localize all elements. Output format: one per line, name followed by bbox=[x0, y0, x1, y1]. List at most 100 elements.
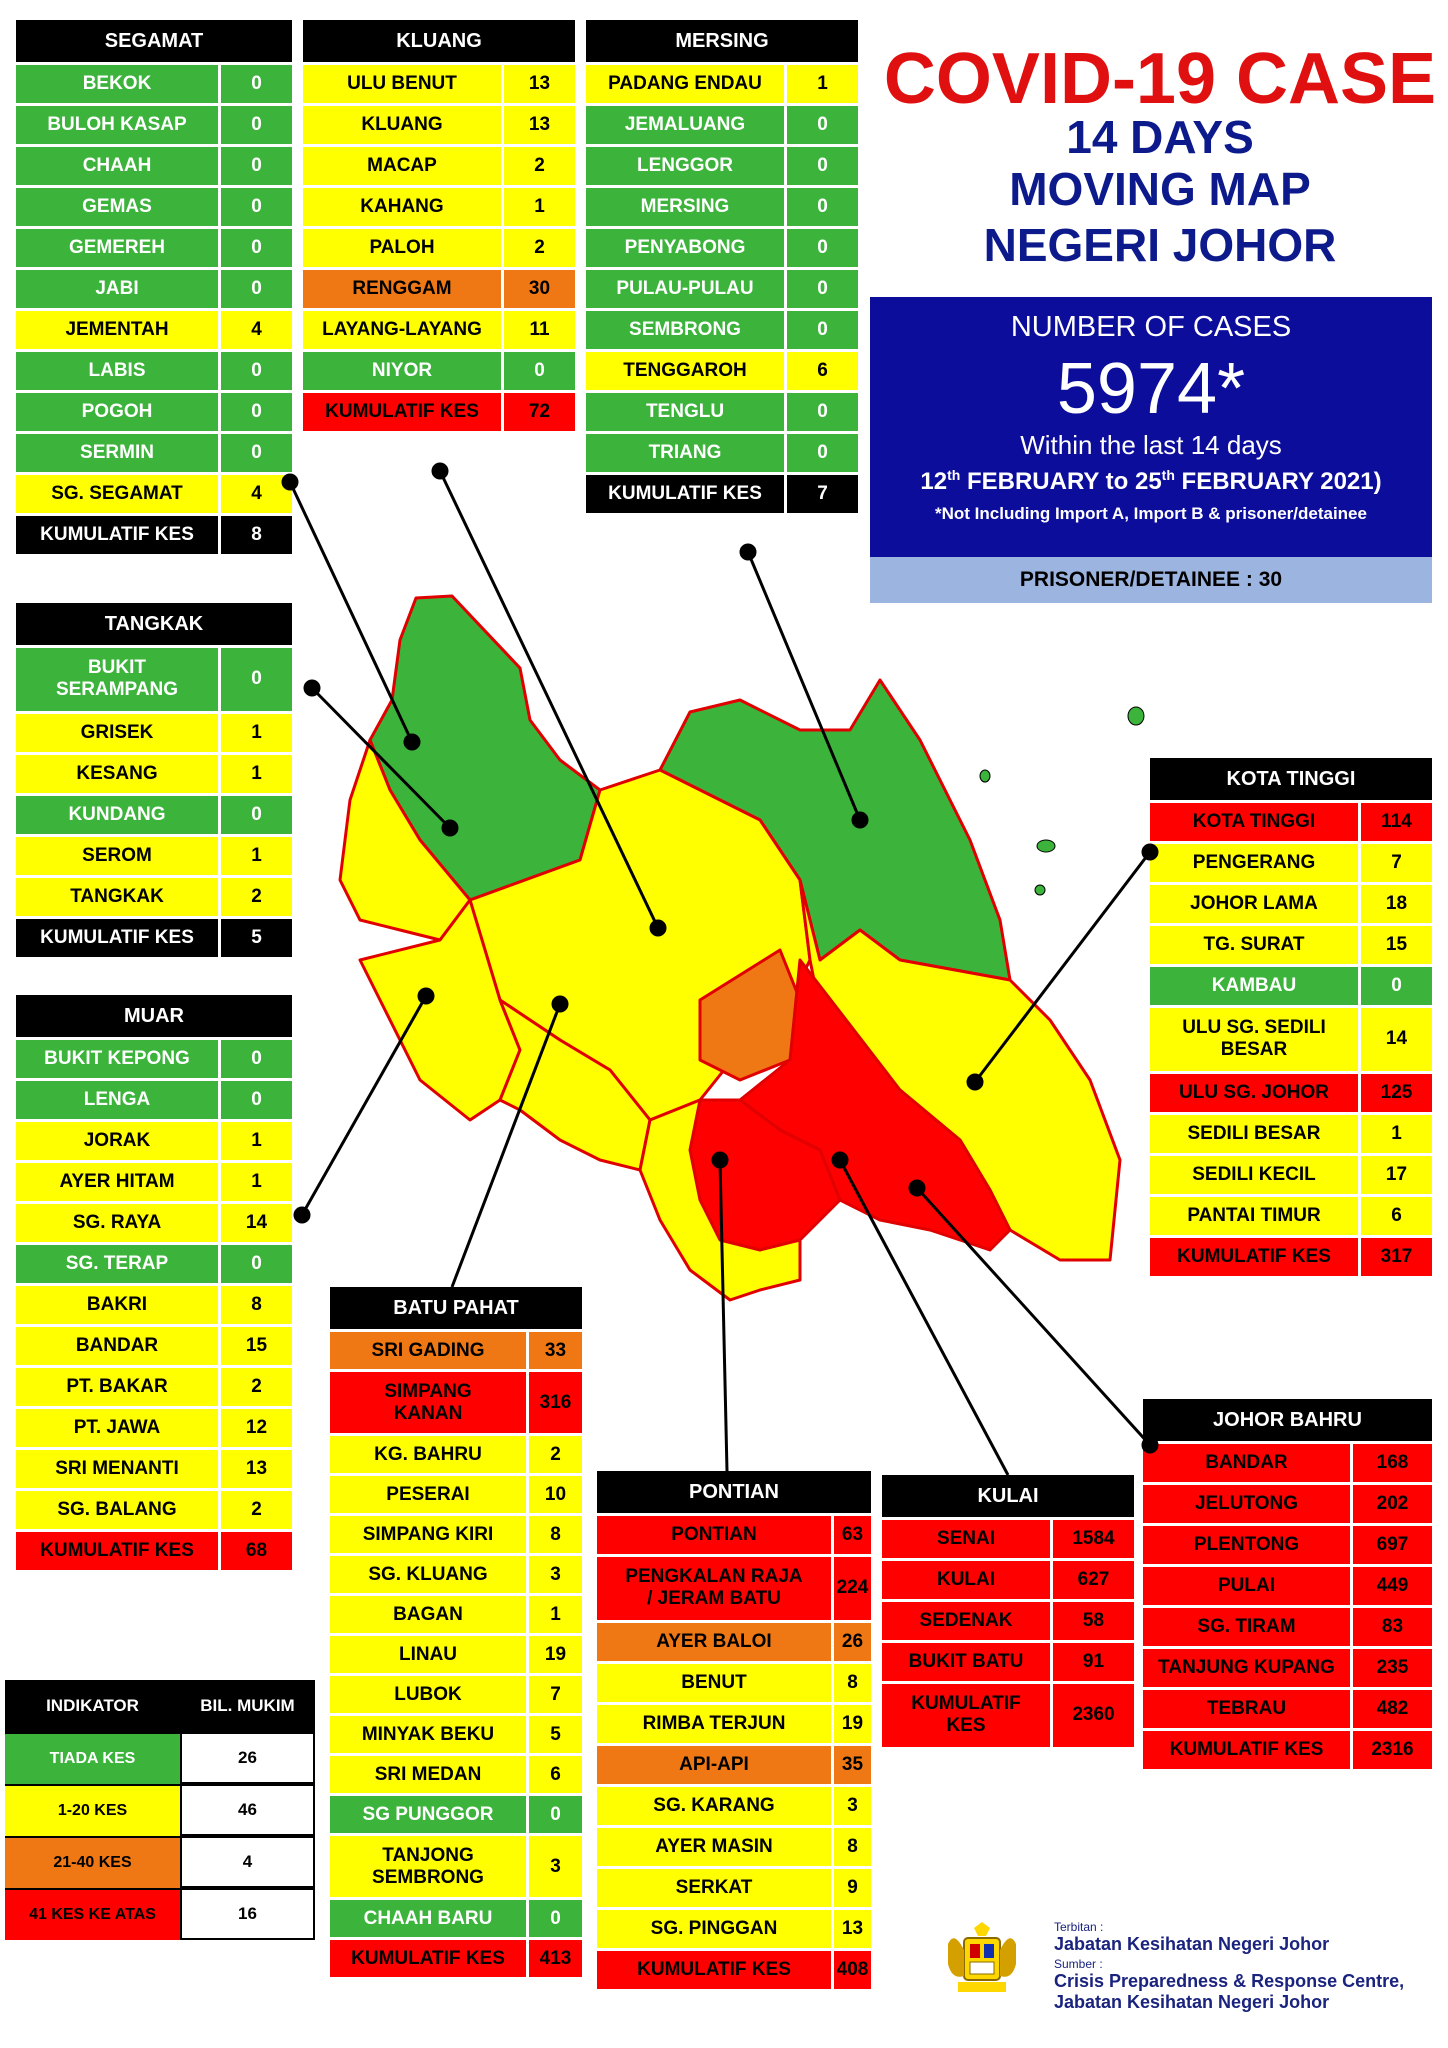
mukim-row: JELUTONG 202 bbox=[1143, 1482, 1432, 1523]
mukim-cases: 33 bbox=[526, 1332, 582, 1369]
mukim-cases: 0 bbox=[218, 434, 292, 472]
mukim-row: SG. RAYA 14 bbox=[16, 1201, 292, 1242]
mukim-row: BEKOK 0 bbox=[16, 62, 292, 103]
mukim-name: PENYABONG bbox=[624, 237, 746, 259]
subtitle-days: 14 DAYS bbox=[1066, 111, 1254, 163]
credits-source-line2: Jabatan Kesihatan Negeri Johor bbox=[1054, 1992, 1330, 2012]
map-batu-pahat bbox=[498, 998, 652, 1172]
ministry-crest bbox=[940, 1920, 1024, 2000]
mukim-row: KUMULATIF KES 413 bbox=[330, 1937, 582, 1977]
mukim-name: KULAI bbox=[936, 1569, 996, 1591]
mukim-row: KUMULATIF KES 5 bbox=[16, 915, 292, 957]
mukim-cases: 68 bbox=[218, 1532, 292, 1570]
legend-header: INDIKATOR BIL. MUKIM bbox=[5, 1680, 315, 1732]
mukim-row: SEDILI KECIL 17 bbox=[1150, 1152, 1432, 1194]
mukim-cases: 8 bbox=[526, 1516, 582, 1553]
mukim-row: BANDAR 168 bbox=[1143, 1441, 1432, 1482]
mukim-cases: 7 bbox=[526, 1676, 582, 1713]
mukim-cases: 125 bbox=[1358, 1073, 1432, 1112]
mukim-name: LUBOK bbox=[394, 1683, 462, 1705]
mukim-cases: 316 bbox=[526, 1372, 582, 1433]
mukim-name: PANTAI TIMUR bbox=[1187, 1204, 1321, 1226]
mukim-name: SEROM bbox=[82, 844, 152, 866]
mukim-name: KUMULATIF KES bbox=[1169, 1739, 1324, 1761]
mukim-row: LAYANG-LAYANG 11 bbox=[303, 308, 575, 349]
mukim-row: LABIS 0 bbox=[16, 349, 292, 390]
mukim-name: PENGERANG bbox=[1192, 852, 1316, 874]
legend-row: 41 KES KE ATAS 16 bbox=[5, 1888, 315, 1940]
mukim-cases: 91 bbox=[1050, 1643, 1134, 1681]
mukim-row: JABI 0 bbox=[16, 267, 292, 308]
mukim-row: SERKAT 9 bbox=[597, 1865, 871, 1907]
mukim-name: KOTA TINGGI bbox=[1192, 811, 1316, 833]
cases-note: *Not Including Import A, Import B & pris… bbox=[935, 504, 1367, 523]
mukim-row: NIYOR 0 bbox=[303, 349, 575, 390]
mukim-name: SERKAT bbox=[675, 1876, 753, 1898]
mukim-cases: 1 bbox=[501, 188, 575, 226]
mukim-row: BULOH KASAP 0 bbox=[16, 103, 292, 144]
kluang-panel: KLUANG ULU BENUT 13 KLUANG 13 MACAP 2 KAHANG 1 PA… bbox=[303, 20, 575, 431]
mukim-name: BAGAN bbox=[393, 1603, 463, 1625]
mukim-row: ULU SG. JOHOR 125 bbox=[1150, 1070, 1432, 1112]
mukim-row: KUMULATIF KES 2360 bbox=[882, 1681, 1134, 1747]
mukim-name: PALOH bbox=[369, 237, 435, 259]
mukim-cases: 2 bbox=[218, 1368, 292, 1406]
mukim-row: TEBRAU 482 bbox=[1143, 1687, 1432, 1728]
mukim-cases: 11 bbox=[501, 311, 575, 349]
mukim-row: KUMULATIF KES 8 bbox=[16, 513, 292, 554]
mukim-cases: 0 bbox=[784, 106, 858, 144]
mukim-cases: 235 bbox=[1350, 1649, 1432, 1687]
mukim-row: PULAI 449 bbox=[1143, 1564, 1432, 1605]
mukim-row: BUKIT KEPONG 0 bbox=[16, 1037, 292, 1078]
cases-label: NUMBER OF CASES bbox=[1010, 311, 1292, 343]
mukim-name: SERMIN bbox=[80, 442, 154, 464]
mukim-cases: 0 bbox=[218, 352, 292, 390]
mukim-cases: 1 bbox=[1358, 1114, 1432, 1153]
mukim-cases: 1 bbox=[218, 713, 292, 752]
legend-row: 1-20 KES 46 bbox=[5, 1784, 315, 1836]
mukim-row: LENGA 0 bbox=[16, 1078, 292, 1119]
mukim-row: SEMBRONG 0 bbox=[586, 308, 858, 349]
mukim-row: PULAU-PULAU 0 bbox=[586, 267, 858, 308]
mukim-cases: 14 bbox=[218, 1204, 292, 1242]
mukim-name: PESERAI bbox=[386, 1483, 470, 1505]
mukim-cases: 697 bbox=[1350, 1526, 1432, 1564]
subtitle-map: MOVING MAP bbox=[1009, 163, 1311, 215]
mersing-header: MERSING bbox=[586, 20, 858, 62]
mukim-row: SG. KARANG 3 bbox=[597, 1783, 871, 1825]
mukim-row: POGOH 0 bbox=[16, 390, 292, 431]
mukim-cases: 0 bbox=[784, 270, 858, 308]
mukim-name: SIMPANG KANAN bbox=[384, 1380, 472, 1424]
mukim-row: PADANG ENDAU 1 bbox=[586, 62, 858, 103]
mukim-cases: 0 bbox=[784, 229, 858, 267]
legend-header-count: BIL. MUKIM bbox=[200, 1696, 295, 1715]
mukim-row: TENGGAROH 6 bbox=[586, 349, 858, 390]
mukim-cases: 0 bbox=[218, 1081, 292, 1119]
map-tangkak bbox=[338, 738, 472, 942]
mukim-name: AYER BALOI bbox=[656, 1630, 772, 1652]
legend-indicator: 1-20 KES bbox=[5, 1786, 180, 1836]
pontian-panel: PONTIAN PONTIAN 63 PENGKALAN RAJA / JERAM B… bbox=[597, 1471, 871, 1989]
mukim-name: PULAI bbox=[1218, 1575, 1275, 1597]
mukim-name: ULU SG. JOHOR bbox=[1179, 1081, 1329, 1103]
mukim-row: KG. BAHRU 2 bbox=[330, 1433, 582, 1473]
kota-tinggi-header: KOTA TINGGI bbox=[1150, 758, 1432, 800]
mukim-row: PALOH 2 bbox=[303, 226, 575, 267]
leader-lines bbox=[281, 462, 1159, 1476]
mukim-name: PT. BAKAR bbox=[66, 1376, 168, 1398]
mukim-row: AYER BALOI 26 bbox=[597, 1619, 871, 1661]
mukim-cases: 8 bbox=[218, 516, 292, 554]
mukim-name: BAKRI bbox=[86, 1294, 148, 1316]
mukim-name: AYER HITAM bbox=[59, 1171, 175, 1193]
mukim-row: KUNDANG 0 bbox=[16, 792, 292, 834]
mukim-row: SG. SEGAMAT 4 bbox=[16, 472, 292, 513]
mukim-row: PENYABONG 0 bbox=[586, 226, 858, 267]
mukim-row: JOHOR LAMA 18 bbox=[1150, 882, 1432, 923]
mukim-cases: 6 bbox=[1358, 1196, 1432, 1235]
mukim-row: KLUANG 13 bbox=[303, 103, 575, 144]
mukim-name: KUMULATIF KES bbox=[325, 401, 479, 423]
muar-panel: MUAR BUKIT KEPONG 0 LENGA 0 JORAK 1 AYER HITAM 1… bbox=[16, 995, 292, 1570]
legend-header-indicator: INDIKATOR bbox=[46, 1696, 139, 1715]
subtitle-state: NEGERI JOHOR bbox=[983, 219, 1337, 271]
mukim-row: SG. KLUANG 3 bbox=[330, 1553, 582, 1593]
